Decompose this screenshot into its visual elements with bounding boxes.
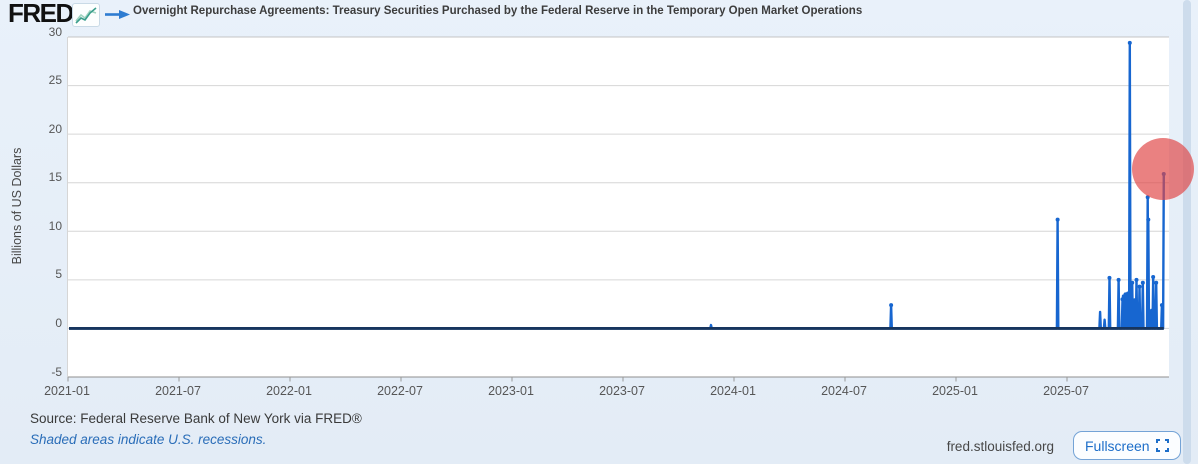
series-legend-label[interactable]: Overnight Repurchase Agreements: Treasur… — [133, 5, 863, 17]
x-tick-label: 2025-01 — [932, 384, 978, 398]
y-tick-label: -5 — [51, 364, 62, 379]
y-tick-label: 30 — [48, 24, 62, 39]
y-tick-label: 15 — [48, 170, 62, 185]
fred-logo-text: FRED — [8, 0, 74, 28]
y-tick-label: 20 — [48, 121, 62, 136]
x-tick-label: 2023-07 — [599, 384, 645, 398]
fullscreen-label: Fullscreen — [1085, 437, 1150, 454]
chart-canvas — [67, 36, 1169, 382]
series-legend-line-icon — [105, 7, 131, 25]
fred-logo-chart-icon — [72, 3, 100, 27]
x-tick-label: 2024-07 — [821, 384, 867, 398]
y-tick-label: 10 — [48, 218, 62, 233]
y-axis-title: Billions of US Dollars — [10, 147, 24, 265]
x-tick-label: 2025-07 — [1043, 384, 1089, 398]
plot-area[interactable] — [67, 36, 1169, 382]
highlight-annotation-circle — [1131, 138, 1194, 201]
x-tick-label: 2024-01 — [710, 384, 756, 398]
source-note: Source: Federal Reserve Bank of New York… — [30, 411, 362, 426]
y-tick-label: 0 — [55, 315, 62, 330]
fullscreen-button[interactable]: Fullscreen — [1073, 431, 1181, 460]
site-link[interactable]: fred.stlouisfed.org — [946, 439, 1054, 454]
x-tick-label: 2021-07 — [155, 384, 201, 398]
recession-note[interactable]: Shaded areas indicate U.S. recessions. — [30, 432, 267, 447]
x-tick-label: 2021-01 — [44, 384, 90, 398]
x-tick-label: 2022-07 — [377, 384, 423, 398]
x-tick-label: 2023-01 — [488, 384, 534, 398]
y-tick-label: 25 — [48, 73, 62, 88]
fullscreen-icon — [1155, 439, 1169, 452]
x-tick-label: 2022-01 — [266, 384, 312, 398]
y-tick-label: 5 — [55, 267, 62, 282]
chart-header: FRED® Overnight Repurchase Agreements: T… — [0, 0, 1198, 30]
scrollbar-strip[interactable] — [1183, 0, 1191, 464]
